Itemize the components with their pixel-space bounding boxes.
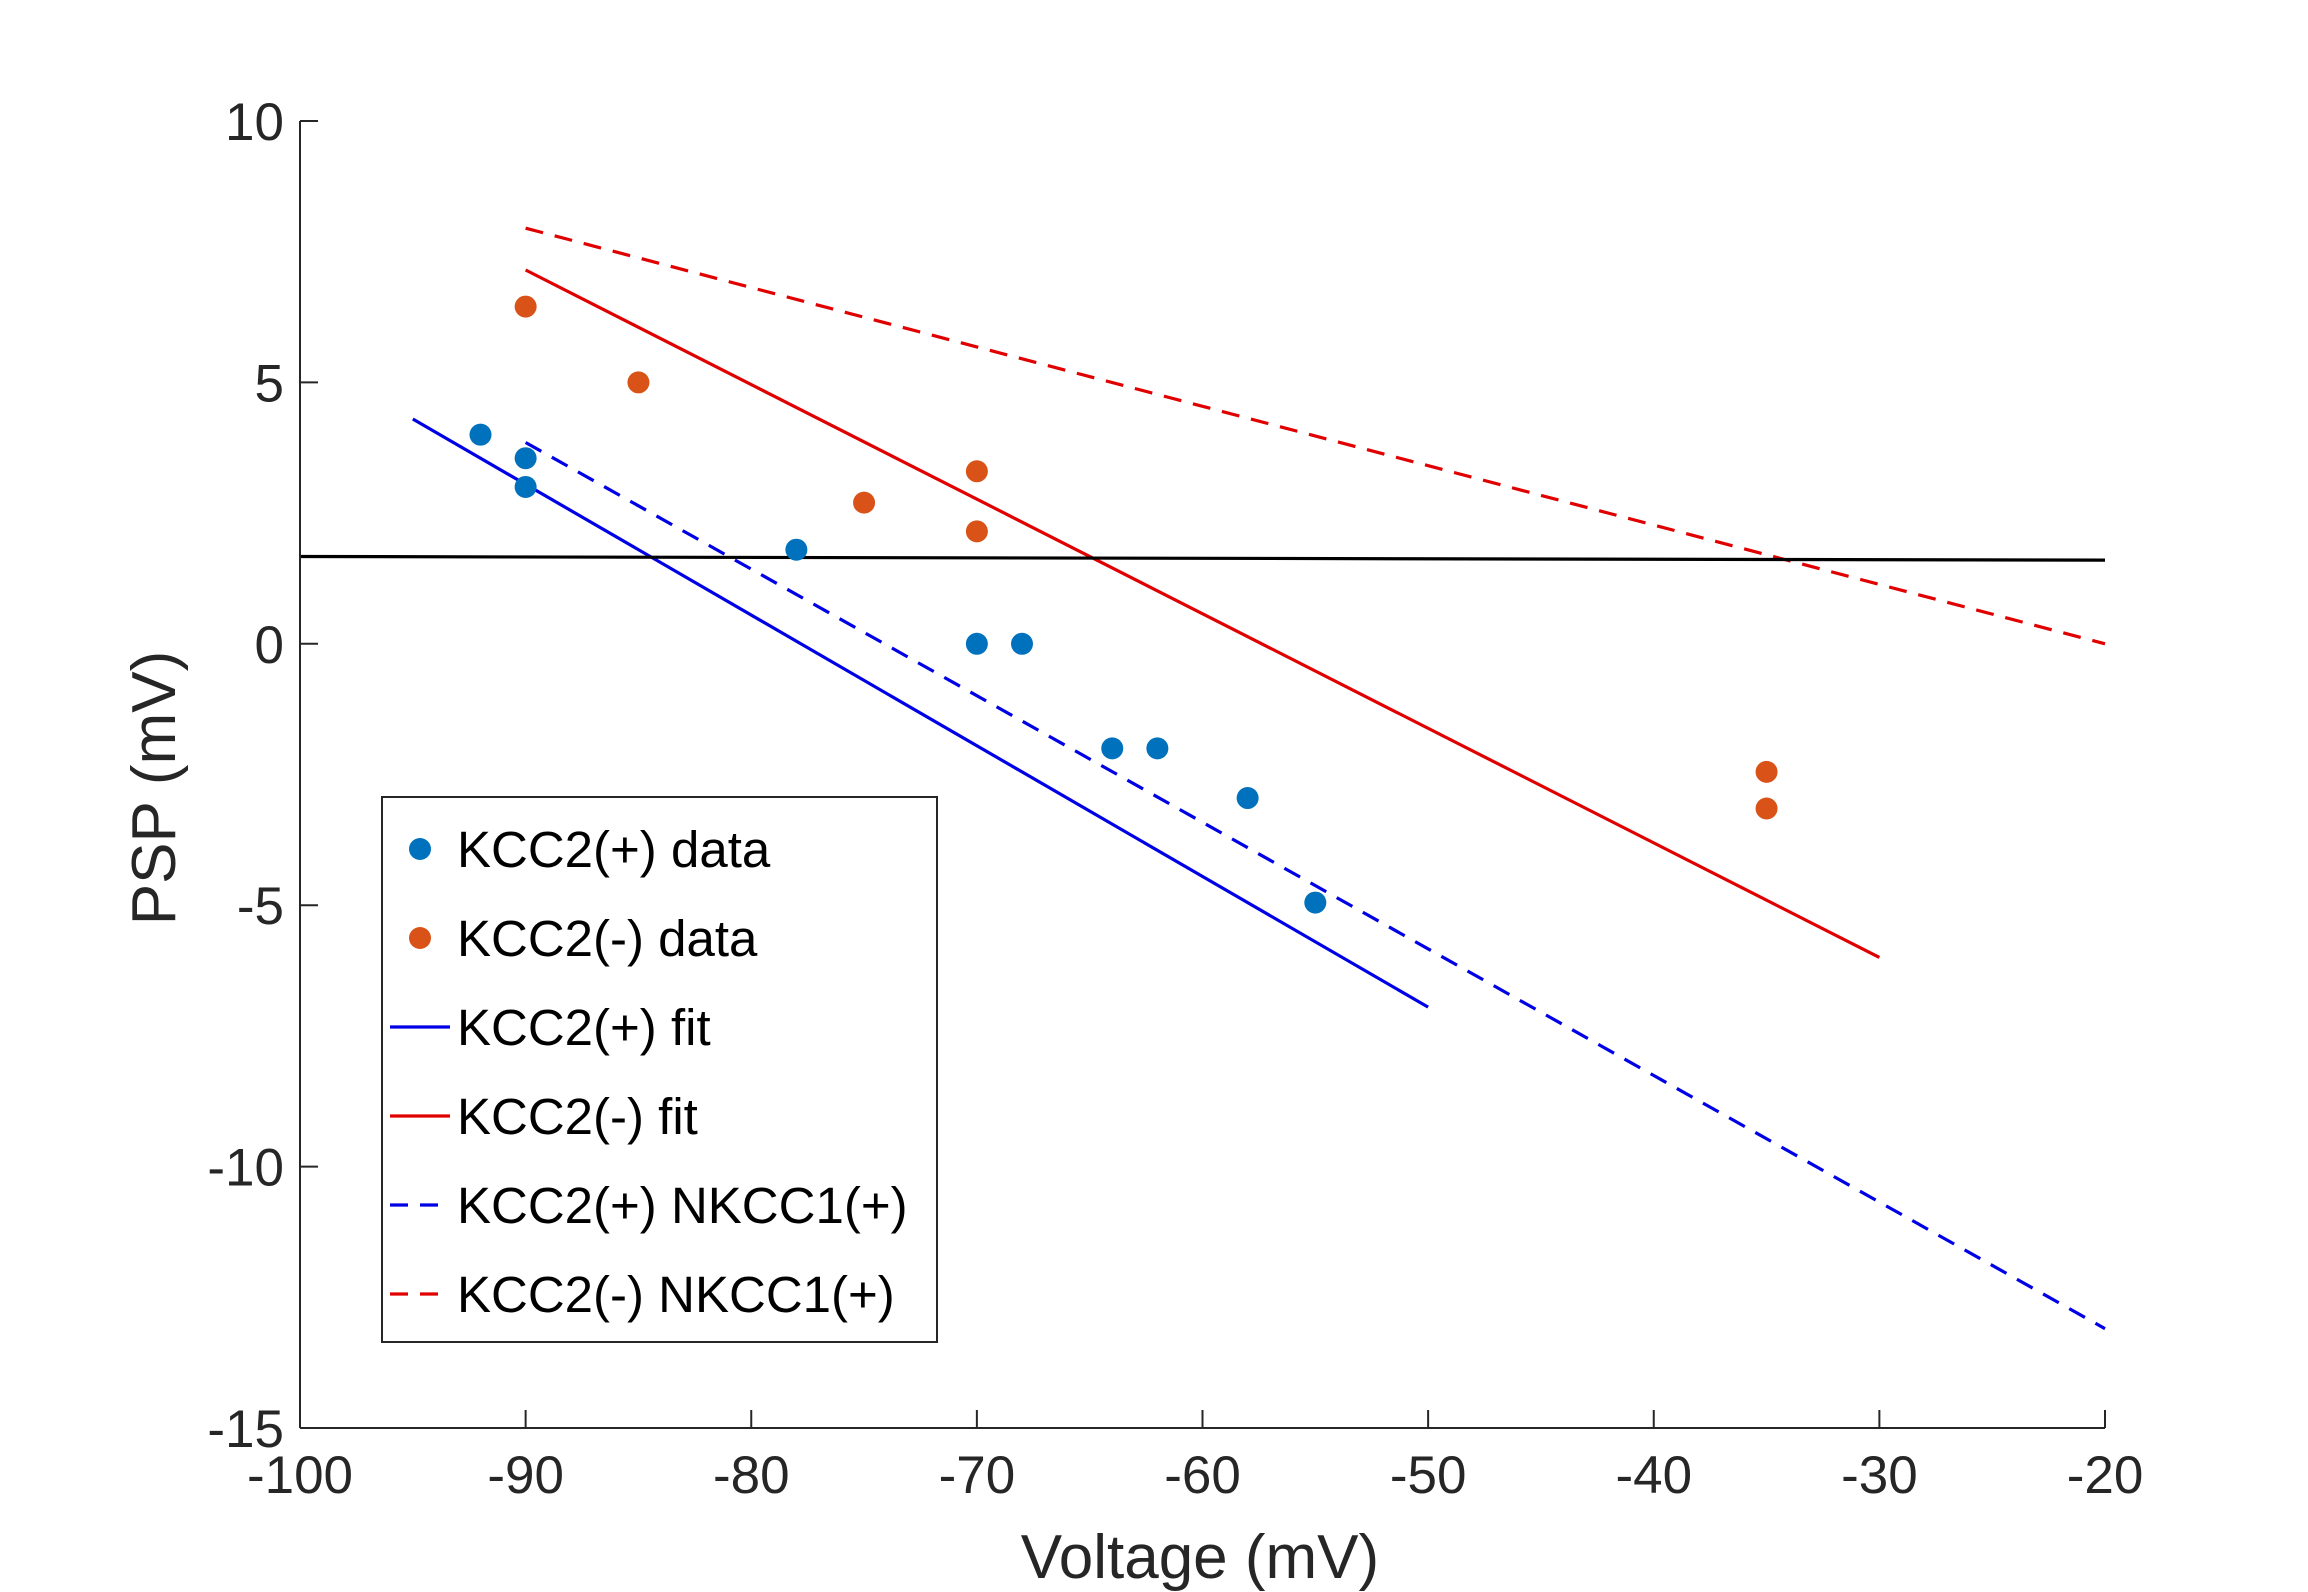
y-tick-label: 5	[255, 354, 284, 413]
legend: KCC2(+) data KCC2(-) data KCC2(+) fit KCC2(…	[381, 796, 938, 1343]
series-line	[412, 417, 1429, 1009]
x-tick-label: -20	[2067, 1446, 2144, 1505]
data-point	[965, 460, 988, 483]
y-tick-label: -10	[207, 1139, 284, 1198]
data-point	[1755, 797, 1778, 820]
data-point	[853, 491, 876, 514]
x-axis-title: Voltage (mV)	[1021, 1523, 1379, 1592]
plot-lines	[299, 226, 2106, 1331]
data-point	[965, 632, 988, 655]
plot-points	[469, 295, 1778, 914]
x-tick-label: -50	[1390, 1446, 1467, 1505]
y-tick-label: -5	[237, 877, 284, 936]
x-tick-label: -60	[1164, 1446, 1241, 1505]
legend-label: KCC2(+) fit	[457, 999, 711, 1056]
data-point	[1236, 787, 1259, 810]
data-point	[469, 423, 492, 446]
legend-label: KCC2(-) data	[457, 910, 758, 967]
data-point	[514, 447, 537, 470]
x-tick-label: -90	[487, 1446, 564, 1505]
x-tick-label: -40	[1615, 1446, 1692, 1505]
legend-marker	[409, 838, 431, 860]
data-point	[627, 371, 650, 394]
y-tick-label: -15	[207, 1400, 284, 1459]
data-point	[1755, 760, 1778, 783]
legend-label: KCC2(+) data	[457, 821, 771, 878]
legend-box	[381, 796, 938, 1343]
legend-marker	[409, 927, 431, 949]
y-axis-title: PSP (mV)	[120, 651, 189, 925]
data-point	[514, 475, 537, 498]
y-tick-label: 0	[255, 616, 284, 675]
series-line	[524, 268, 1881, 959]
series-line	[525, 226, 2106, 646]
data-point	[514, 295, 537, 318]
data-point	[1101, 737, 1124, 760]
legend-label: KCC2(-) NKCC1(+)	[457, 1266, 895, 1323]
data-point	[965, 520, 988, 543]
y-tick-label: 10	[225, 93, 284, 152]
data-point	[1304, 891, 1327, 914]
data-point	[1146, 737, 1169, 760]
legend-label: KCC2(-) fit	[457, 1088, 698, 1145]
x-tick-label: -70	[939, 1446, 1016, 1505]
data-point	[785, 538, 808, 561]
x-tick-label: -30	[1841, 1446, 1918, 1505]
series-line	[524, 441, 2106, 1331]
data-point	[1011, 632, 1033, 655]
series-line	[299, 554, 2106, 562]
legend-label: KCC2(+) NKCC1(+)	[457, 1177, 908, 1234]
x-tick-label: -80	[713, 1446, 790, 1505]
x-tick-label: -100	[247, 1446, 353, 1505]
